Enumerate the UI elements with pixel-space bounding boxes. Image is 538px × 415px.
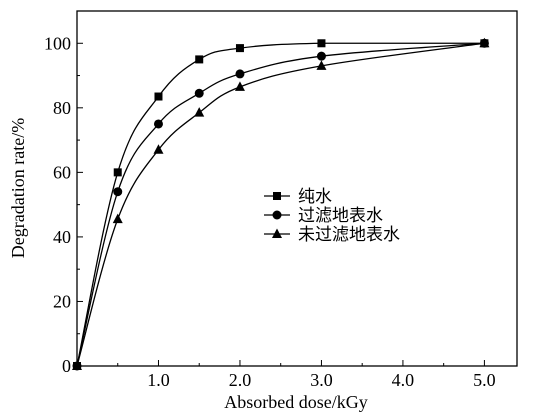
series-layer	[72, 37, 490, 371]
series-square	[73, 39, 489, 370]
x-tick-label: 1.0	[147, 370, 170, 390]
x-tick-label: 4.0	[392, 370, 415, 390]
triangle-marker	[479, 37, 490, 48]
y-tick-label: 0	[62, 356, 71, 376]
square-marker	[195, 55, 204, 64]
legend-triangle-marker	[272, 228, 282, 238]
circle-marker	[235, 69, 245, 79]
legend-label: 过滤地表水	[298, 206, 383, 226]
circle-marker	[316, 51, 326, 61]
triangle-marker	[153, 144, 164, 154]
triangle-marker	[194, 107, 205, 117]
y-tick-label: 20	[53, 291, 71, 311]
triangle-marker	[112, 213, 123, 224]
legend-label: 纯水	[298, 187, 332, 207]
series-line	[76, 42, 485, 367]
legend-circle-marker	[272, 210, 282, 220]
triangle-marker	[234, 81, 245, 91]
y-tick-label: 100	[44, 33, 71, 53]
square-marker	[235, 44, 244, 53]
series-line	[76, 42, 485, 367]
circle-marker	[194, 88, 204, 98]
y-tick-label: 40	[53, 227, 71, 247]
square-marker	[113, 168, 122, 177]
x-tick-label: 3.0	[310, 370, 333, 390]
circle-marker	[153, 119, 163, 129]
x-axis-ticks: 1.0 2.0 3.0 4.0 5.0	[117, 360, 496, 390]
series-circle	[72, 38, 489, 371]
triangle-marker	[316, 60, 327, 70]
square-marker	[154, 92, 163, 101]
x-axis-label: Absorbed dose/kGy	[224, 392, 367, 412]
legend-label: 未过滤地表水	[298, 225, 400, 245]
triangle-marker	[72, 360, 82, 370]
series-line	[76, 42, 485, 367]
y-axis-label: Degradation rate/%	[8, 118, 28, 258]
series-triangle	[72, 37, 490, 370]
y-tick-label: 80	[53, 98, 71, 118]
y-tick-label: 60	[53, 162, 71, 182]
x-tick-label: 2.0	[229, 370, 252, 390]
y-axis-ticks: 0 20 40 60 80 100	[44, 10, 83, 376]
plot-frame	[76, 10, 518, 367]
x-tick-label: 5.0	[473, 370, 496, 390]
plot-area	[76, 10, 518, 367]
circle-marker	[113, 187, 123, 197]
square-marker	[317, 39, 326, 48]
legend-square-marker	[273, 192, 281, 200]
